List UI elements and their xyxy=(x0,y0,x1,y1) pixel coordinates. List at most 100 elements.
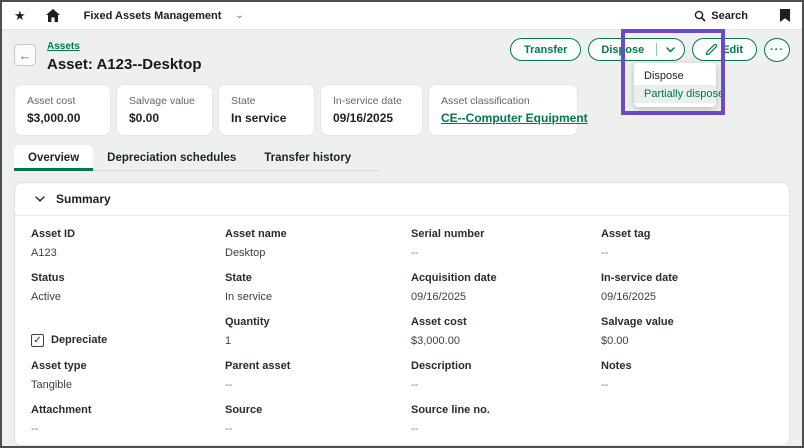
kpi-card-asset-cost: Asset cost $3,000.00 xyxy=(14,84,111,136)
field-acquisition-date: Acquisition date 09/16/2025 xyxy=(411,272,601,303)
kpi-value: $0.00 xyxy=(129,111,160,125)
field-salvage-value: Salvage value $0.00 xyxy=(601,316,773,347)
field-value: -- xyxy=(31,423,39,435)
kpi-label: Asset cost xyxy=(27,95,76,107)
edit-button[interactable]: Edit xyxy=(692,38,757,61)
field-value: 1 xyxy=(225,335,232,347)
field-value: $0.00 xyxy=(601,335,629,347)
kpi-cards-row: Asset cost $3,000.00 Salvage value $0.00… xyxy=(2,77,802,136)
field-label: Asset tag xyxy=(601,228,651,240)
field-value: -- xyxy=(411,247,419,259)
field-label: Notes xyxy=(601,360,632,372)
tab-transfer-history[interactable]: Transfer history xyxy=(264,152,352,164)
field-value: In service xyxy=(225,291,273,303)
edit-button-label: Edit xyxy=(722,43,743,56)
dispose-button[interactable]: Dispose xyxy=(601,43,645,56)
field-row-5: Attachment -- Source -- Source line no. … xyxy=(31,404,773,435)
field-row-2: Status Active State In service Acquisiti… xyxy=(31,272,773,303)
topbar-right: Search xyxy=(694,9,790,22)
kpi-card-salvage-value: Salvage value $0.00 xyxy=(116,84,213,136)
field-label: Asset ID xyxy=(31,228,76,240)
tab-overview[interactable]: Overview xyxy=(14,145,94,171)
dispose-button-divider xyxy=(656,43,658,56)
field-in-service-date: In-service date 09/16/2025 xyxy=(601,272,773,303)
field-label: Source xyxy=(225,404,263,416)
collapse-chevron-down-icon xyxy=(35,196,45,202)
search-icon xyxy=(694,10,706,22)
summary-title: Summary xyxy=(56,192,111,206)
field-asset-tag: Asset tag -- xyxy=(601,228,773,259)
kpi-label: Salvage value xyxy=(129,95,195,107)
field-depreciate: ✓ Depreciate xyxy=(31,316,225,347)
field-row-1: Asset ID A123 Asset name Desktop Serial … xyxy=(31,228,773,259)
home-icon[interactable] xyxy=(45,9,60,22)
pencil-icon xyxy=(706,44,718,55)
page-title: Asset: A123--Desktop xyxy=(47,56,202,73)
app-title[interactable]: Fixed Assets Management xyxy=(83,9,222,22)
field-notes: Notes -- xyxy=(601,360,773,391)
tabs-wrap: Overview Depreciation schedules Transfer… xyxy=(2,136,802,171)
field-state: State In service xyxy=(225,272,411,303)
more-actions-button[interactable]: ··· xyxy=(764,38,790,62)
bookmark-icon[interactable] xyxy=(780,9,790,22)
field-label: Serial number xyxy=(411,228,485,240)
field-value: 09/16/2025 xyxy=(411,291,467,303)
field-label: Asset type xyxy=(31,360,87,372)
menu-item-dispose[interactable]: Dispose xyxy=(644,70,684,82)
field-value: 09/16/2025 xyxy=(601,291,657,303)
app-switcher-chevron-down-icon[interactable]: ⌄ xyxy=(235,10,244,21)
field-value: A123 xyxy=(31,247,57,259)
field-value: -- xyxy=(225,379,233,391)
field-value: -- xyxy=(225,423,233,435)
field-status: Status Active xyxy=(31,272,225,303)
depreciate-label: Depreciate xyxy=(51,334,108,346)
kpi-card-asset-classification: Asset classification CE--Computer Equipm… xyxy=(428,84,588,136)
dispose-chevron-down-icon[interactable] xyxy=(657,39,684,60)
field-label: Acquisition date xyxy=(411,272,497,284)
field-label: In-service date xyxy=(601,272,679,284)
kpi-value: In service xyxy=(231,111,287,125)
field-value: -- xyxy=(411,423,419,435)
transfer-button[interactable]: Transfer xyxy=(510,38,582,61)
field-label: Quantity xyxy=(225,316,270,328)
field-label: Source line no. xyxy=(411,404,490,416)
field-value: -- xyxy=(601,247,609,259)
field-source-line-no: Source line no. -- xyxy=(411,404,601,435)
field-empty xyxy=(601,404,773,435)
field-label: Asset name xyxy=(225,228,287,240)
field-label: Description xyxy=(411,360,472,372)
tab-depreciation-schedules[interactable]: Depreciation schedules xyxy=(107,152,237,164)
summary-panel: Summary Asset ID A123 Asset name Desktop… xyxy=(14,182,790,446)
global-search[interactable]: Search xyxy=(694,10,748,22)
tab-bar: Overview Depreciation schedules Transfer… xyxy=(14,145,380,171)
kpi-card-state: State In service xyxy=(218,84,315,136)
field-row-4: Asset type Tangible Parent asset -- Desc… xyxy=(31,360,773,391)
kpi-label: Asset classification xyxy=(441,95,530,107)
menu-item-partially-dispose[interactable]: Partially dispose xyxy=(634,85,724,103)
summary-field-grid: Asset ID A123 Asset name Desktop Serial … xyxy=(15,216,789,435)
field-value: Tangible xyxy=(31,379,72,391)
field-label: Attachment xyxy=(31,404,92,416)
field-value: Desktop xyxy=(225,247,266,259)
field-asset-name: Asset name Desktop xyxy=(225,228,411,259)
field-attachment: Attachment -- xyxy=(31,404,225,435)
breadcrumb-assets-link[interactable]: Assets xyxy=(47,41,80,52)
top-bar: ★ Fixed Assets Management ⌄ Search xyxy=(2,2,802,30)
depreciate-checkbox[interactable]: ✓ xyxy=(31,333,44,347)
field-parent-asset: Parent asset -- xyxy=(225,360,411,391)
back-arrow-icon: ← xyxy=(18,47,32,63)
field-asset-cost: Asset cost $3,000.00 xyxy=(411,316,601,347)
field-serial-number: Serial number -- xyxy=(411,228,601,259)
asset-classification-link[interactable]: CE--Computer Equipment xyxy=(441,111,588,125)
dispose-dropdown-menu: Dispose Partially dispose xyxy=(634,63,724,107)
favorite-star-icon[interactable]: ★ xyxy=(14,7,26,23)
field-value: -- xyxy=(411,379,419,391)
dispose-split-button: Dispose xyxy=(588,38,686,61)
summary-header[interactable]: Summary xyxy=(15,183,789,216)
field-value: Active xyxy=(31,291,61,303)
back-button[interactable]: ← xyxy=(14,44,36,66)
field-row-3: ✓ Depreciate Quantity 1 Asset cost $3,00… xyxy=(31,316,773,347)
field-label: State xyxy=(225,272,252,284)
title-block: Assets Asset: A123--Desktop xyxy=(47,36,202,73)
